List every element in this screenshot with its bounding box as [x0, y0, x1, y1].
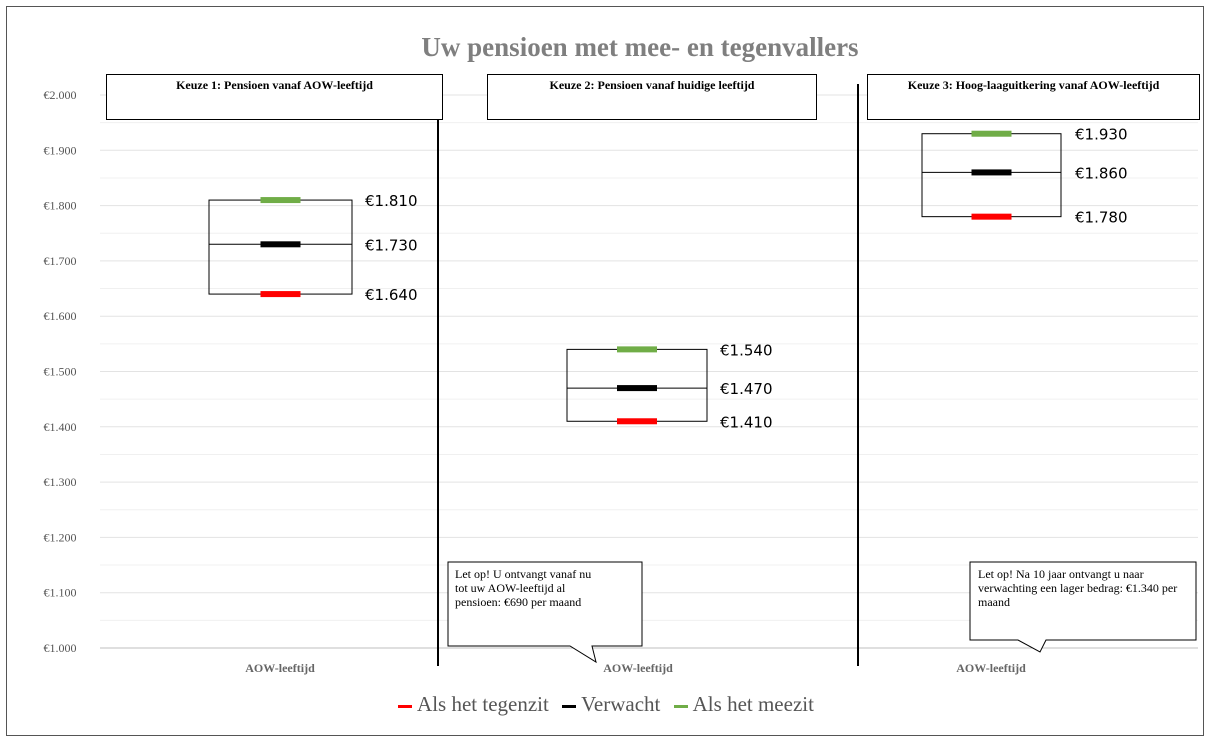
value-label-meezit: €1.930: [1075, 126, 1128, 144]
value-label-tegenzit: €1.410: [720, 413, 773, 431]
y-tick-label: €1.200: [44, 530, 77, 544]
y-tick-label: €1.500: [44, 365, 77, 379]
value-label-verwacht: €1.470: [720, 380, 773, 398]
legend-label-verwacht: Verwacht: [581, 692, 661, 716]
panel-2-heading: Keuze 2: Pensioen vanaf huidige leeftijd: [487, 74, 817, 120]
x-tick-label: AOW-leeftijd: [956, 661, 1026, 675]
value-label-tegenzit: €1.780: [1075, 209, 1128, 227]
y-axis: €1.000 €1.100 €1.200 €1.300 €1.400 €1.500 €1.6…: [44, 88, 77, 655]
y-tick-label: €1.600: [44, 309, 77, 323]
legend-item-verwacht: Verwacht: [562, 692, 660, 717]
y-tick-label: €1.000: [44, 641, 77, 655]
legend-label-tegenzit: Als het tegenzit: [417, 692, 549, 716]
value-label-verwacht: €1.730: [365, 236, 418, 254]
y-tick-label: €1.300: [44, 475, 77, 489]
marker-meezit: [971, 130, 1012, 137]
x-tick-label: AOW-leeftijd: [245, 661, 315, 675]
marker-tegenzit: [971, 213, 1012, 220]
marker-tegenzit: [260, 291, 301, 298]
panel-3-heading: Keuze 3: Hoog-laaguitkering vanaf AOW-le…: [867, 74, 1200, 120]
marker-tegenzit: [617, 418, 657, 425]
legend-swatch-meezit: [673, 704, 688, 708]
range-marks: €1.810 €1.730 €1.640 €1.540 €1.470 €1.410 €1.9…: [208, 126, 1128, 431]
legend-swatch-verwacht: [562, 704, 577, 708]
x-axis-labels: AOW-leeftijd AOW-leeftijd AOW-leeftijd: [245, 661, 1026, 675]
y-tick-label: €1.100: [44, 586, 77, 600]
legend-item-meezit: Als het meezit: [673, 692, 814, 717]
value-label-meezit: €1.810: [365, 192, 418, 210]
y-tick-label: €1.700: [44, 254, 77, 268]
y-tick-label: €1.800: [44, 199, 77, 213]
marker-verwacht: [971, 169, 1012, 176]
legend: Als het tegenzit Verwacht Als het meezit: [0, 692, 1212, 717]
legend-item-tegenzit: Als het tegenzit: [398, 692, 549, 717]
callout-2-text: Let op! U ontvangt vanaf nu tot uw AOW-l…: [455, 567, 592, 609]
marker-verwacht: [617, 385, 657, 392]
value-label-verwacht: €1.860: [1075, 164, 1128, 182]
marker-verwacht: [260, 241, 301, 248]
x-tick-label: AOW-leeftijd: [603, 661, 673, 675]
y-tick-label: €1.900: [44, 143, 77, 157]
panel-dividers: [437, 84, 859, 666]
marker-meezit: [617, 346, 657, 353]
value-label-tegenzit: €1.640: [365, 286, 418, 304]
chart-title: Uw pensioen met mee- en tegenvallers: [421, 32, 858, 62]
y-tick-label: €1.400: [44, 420, 77, 434]
marker-meezit: [260, 197, 301, 204]
panel-1-heading: Keuze 1: Pensioen vanaf AOW-leeftijd: [106, 74, 443, 120]
legend-label-meezit: Als het meezit: [692, 692, 814, 716]
callout-3-text: Let op! Na 10 jaar ontvangt u naar verwa…: [978, 567, 1178, 609]
value-label-meezit: €1.540: [720, 341, 773, 359]
legend-swatch-tegenzit: [398, 704, 413, 708]
y-tick-label: €2.000: [44, 88, 77, 102]
